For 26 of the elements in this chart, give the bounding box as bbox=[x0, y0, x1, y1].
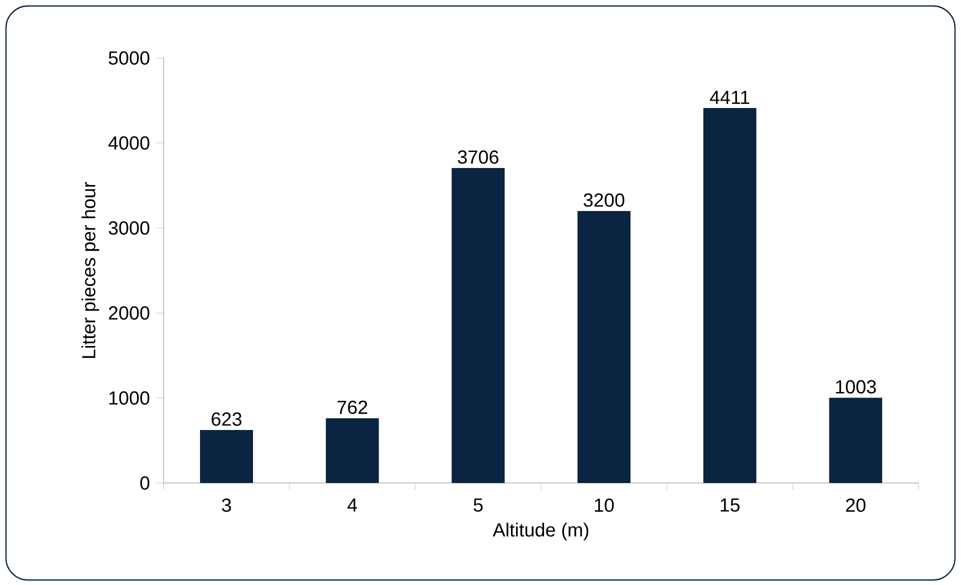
x-tick-label: 4 bbox=[348, 498, 358, 512]
x-tick-label: 5 bbox=[474, 498, 483, 512]
y-tick-label: 5000 bbox=[108, 51, 150, 65]
y-tick-label: 3000 bbox=[108, 221, 150, 235]
y-tick-label: 0 bbox=[140, 476, 150, 490]
bar bbox=[829, 398, 882, 483]
data-label: 4411 bbox=[710, 90, 750, 104]
y-tick-label: 2000 bbox=[108, 306, 150, 320]
bar bbox=[578, 210, 631, 483]
y-axis-title: Litter pieces per hour bbox=[82, 182, 100, 358]
y-tick-label: 1000 bbox=[109, 391, 150, 405]
data-label: 1003 bbox=[836, 380, 876, 394]
bar bbox=[452, 168, 505, 483]
data-label: 762 bbox=[338, 400, 368, 414]
bar bbox=[200, 430, 254, 483]
data-label: 3200 bbox=[584, 193, 624, 207]
x-tick-label: 3 bbox=[222, 498, 231, 512]
x-axis-title: Altitude (m) bbox=[492, 522, 588, 540]
data-label: 3706 bbox=[458, 150, 498, 164]
bar bbox=[703, 108, 756, 483]
x-tick-label: 20 bbox=[846, 498, 866, 512]
x-tick-label: 10 bbox=[594, 498, 614, 512]
x-tick-label: 15 bbox=[720, 498, 740, 512]
data-label: 623 bbox=[212, 412, 242, 426]
bar bbox=[326, 418, 379, 483]
y-tick-label: 4000 bbox=[108, 136, 150, 150]
